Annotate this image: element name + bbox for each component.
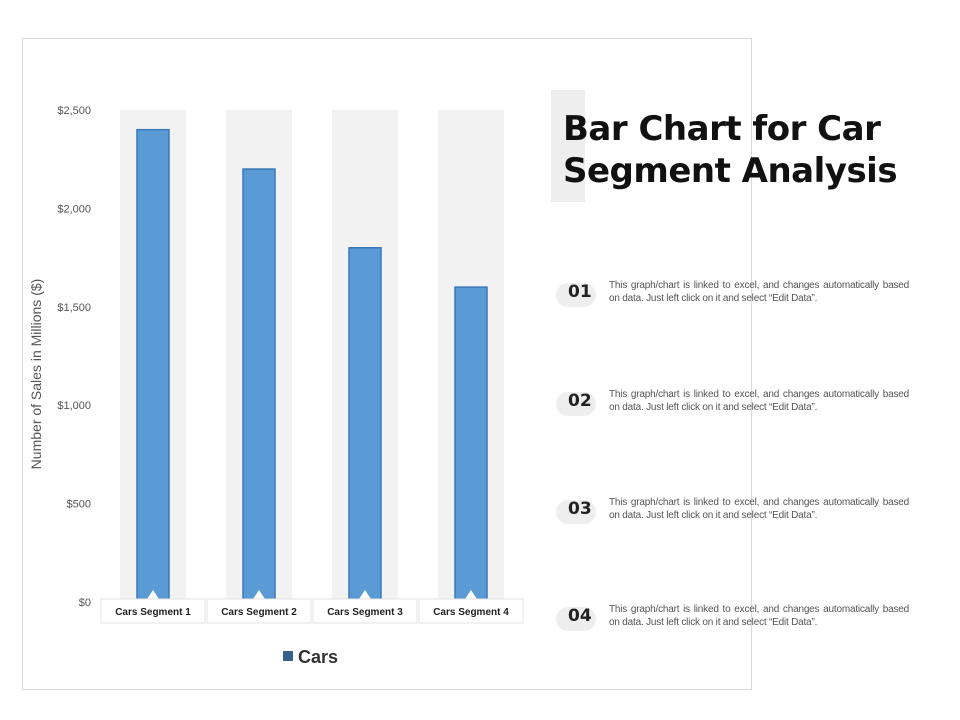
y-tick-label: $500 bbox=[67, 499, 91, 511]
note-number: 04 bbox=[568, 606, 592, 626]
x-tick-label: Cars Segment 2 bbox=[221, 607, 297, 618]
note-item-1: 01 This graph/chart is linked to excel, … bbox=[552, 273, 912, 321]
y-tick-label: $1,000 bbox=[57, 400, 91, 412]
x-tick-label: Cars Segment 1 bbox=[115, 607, 191, 618]
category-cell bbox=[418, 598, 524, 624]
note-item-4: 04 This graph/chart is linked to excel, … bbox=[552, 597, 912, 645]
y-tick-label: $2,500 bbox=[57, 105, 91, 117]
category-cell bbox=[206, 598, 312, 624]
legend-label: Cars bbox=[298, 647, 338, 667]
note-number-badge bbox=[556, 392, 596, 416]
note-number: 01 bbox=[568, 282, 592, 302]
bar bbox=[454, 286, 488, 603]
note-text: This graph/chart is linked to excel, and… bbox=[609, 497, 909, 521]
y-tick-label: $2,000 bbox=[57, 203, 91, 215]
y-axis-label: Number of Sales in Millions ($) bbox=[28, 279, 44, 470]
note-item-2: 02 This graph/chart is linked to excel, … bbox=[552, 382, 912, 430]
x-tick-label: Cars Segment 4 bbox=[433, 607, 509, 618]
note-text: This graph/chart is linked to excel, and… bbox=[609, 280, 909, 304]
legend-swatch bbox=[283, 651, 293, 661]
bar bbox=[136, 128, 170, 603]
note-text: This graph/chart is linked to excel, and… bbox=[609, 604, 909, 628]
note-text: This graph/chart is linked to excel, and… bbox=[609, 389, 909, 413]
note-number-badge bbox=[556, 283, 596, 307]
note-number: 03 bbox=[568, 499, 592, 519]
bar bbox=[348, 247, 382, 603]
note-number: 02 bbox=[568, 391, 592, 411]
note-number-badge bbox=[556, 500, 596, 524]
note-number-badge bbox=[556, 607, 596, 631]
y-tick-label: $1,500 bbox=[57, 302, 91, 314]
title-accent-block bbox=[551, 90, 585, 202]
bar bbox=[242, 168, 276, 603]
category-cell bbox=[100, 598, 206, 624]
category-cell bbox=[312, 598, 418, 624]
note-item-3: 03 This graph/chart is linked to excel, … bbox=[552, 490, 912, 538]
x-tick-label: Cars Segment 3 bbox=[327, 607, 403, 618]
page-title: Bar Chart for Car Segment Analysis bbox=[563, 109, 898, 191]
y-tick-label: $0 bbox=[79, 597, 91, 609]
